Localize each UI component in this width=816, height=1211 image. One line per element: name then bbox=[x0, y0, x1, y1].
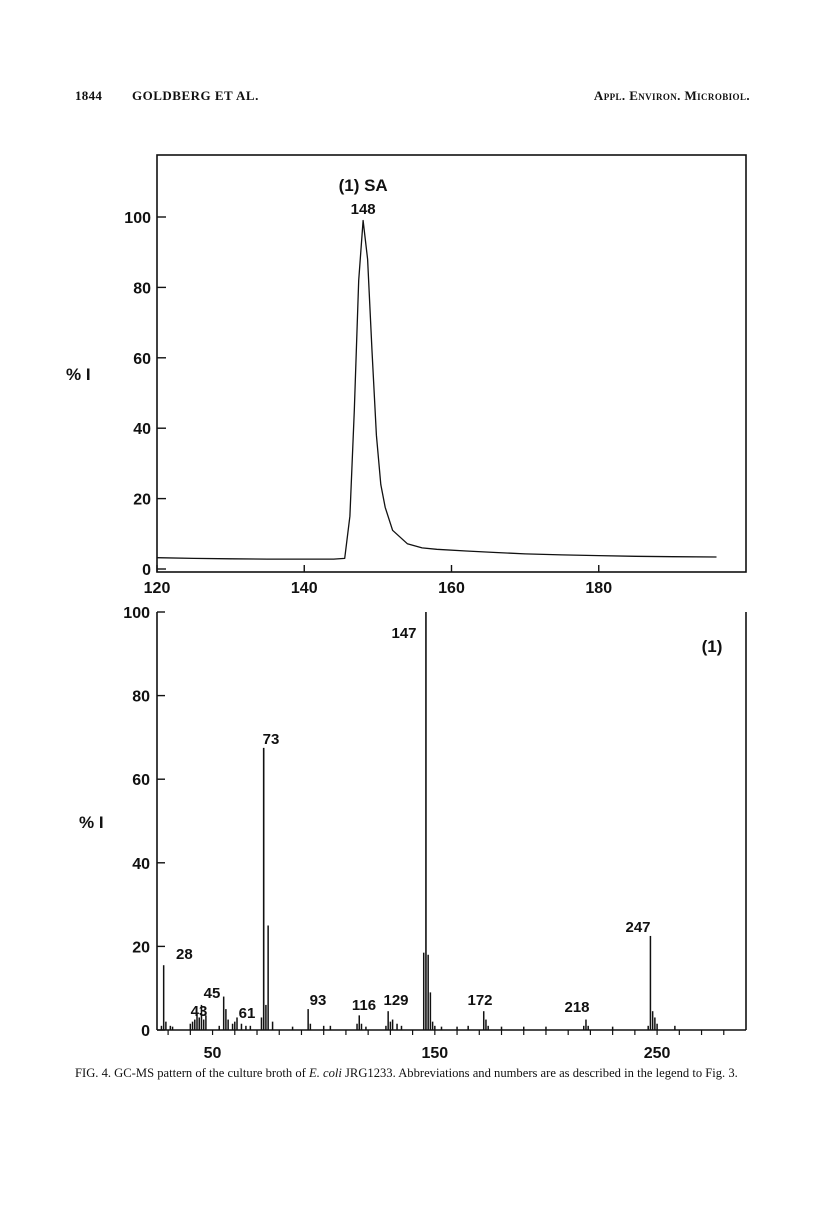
y-tick-label: 80 bbox=[132, 689, 150, 706]
y-tick-label: 40 bbox=[133, 421, 151, 438]
figure-caption: FIG. 4. GC-MS pattern of the culture bro… bbox=[75, 1066, 751, 1081]
x-tick-label: 160 bbox=[438, 580, 465, 597]
panel-title: (1) bbox=[702, 637, 723, 656]
y-tick-label: 100 bbox=[124, 210, 151, 227]
y-tick-label: 0 bbox=[141, 1023, 150, 1040]
y-tick-label: 0 bbox=[142, 562, 151, 579]
journal-name: Appl. Environ. Microbiol. bbox=[593, 88, 750, 103]
panel-title: (1) SA bbox=[339, 176, 388, 195]
peak-label: 61 bbox=[239, 1005, 256, 1022]
peak-label: 28 bbox=[176, 946, 193, 963]
running-head: GOLDBERG ET AL. bbox=[132, 88, 259, 103]
y-tick-label: 80 bbox=[133, 280, 151, 297]
peak-label: 129 bbox=[383, 992, 408, 1009]
page-header: 1844 GOLDBERG ET AL. Appl. Environ. Micr… bbox=[0, 88, 816, 108]
y-tick-label: 40 bbox=[132, 856, 150, 873]
x-tick-label: 50 bbox=[204, 1045, 222, 1060]
peak-label: 43 bbox=[191, 1003, 208, 1020]
peak-label: 93 bbox=[310, 992, 327, 1009]
peak-label: 218 bbox=[564, 999, 589, 1016]
y-tick-label: 20 bbox=[133, 492, 151, 509]
peak-label: 45 bbox=[204, 985, 221, 1002]
y-axis-label: % I bbox=[79, 813, 104, 832]
peak-label: 116 bbox=[352, 997, 376, 1014]
x-tick-label: 150 bbox=[421, 1045, 448, 1060]
chromatogram-trace bbox=[156, 219, 717, 560]
page-number: 1844 bbox=[75, 88, 103, 103]
peak-label: 172 bbox=[467, 992, 492, 1009]
peak-label: 247 bbox=[625, 919, 650, 936]
caption-organism: E. coli bbox=[309, 1066, 342, 1080]
x-tick-label: 180 bbox=[585, 580, 612, 597]
peak-label: 147 bbox=[391, 625, 416, 642]
y-tick-label: 100 bbox=[123, 605, 150, 622]
peak-label: 148 bbox=[351, 201, 376, 218]
y-tick-label: 60 bbox=[132, 772, 150, 789]
x-tick-label: 140 bbox=[291, 580, 318, 597]
gc-ms-figure: 0 20 40 60 80 100 120 140 160 180 % I (1) SA 148 0 20… bbox=[66, 154, 747, 1060]
caption-rest: JRG1233. Abbreviations and numbers are a… bbox=[341, 1066, 738, 1080]
peak-label: 73 bbox=[263, 731, 280, 748]
y-tick-label: 60 bbox=[133, 351, 151, 368]
y-axis-label: % I bbox=[66, 365, 91, 384]
y-tick-label: 20 bbox=[132, 939, 150, 956]
x-tick-label: 120 bbox=[144, 580, 171, 597]
x-tick-label: 250 bbox=[644, 1045, 671, 1060]
plot-frame bbox=[156, 154, 747, 573]
caption-lead: FIG. 4. GC-MS pattern of the culture bro… bbox=[75, 1066, 309, 1080]
chromatogram-panel: 0 20 40 60 80 100 120 140 160 180 % I (1) SA 148 bbox=[66, 154, 747, 597]
